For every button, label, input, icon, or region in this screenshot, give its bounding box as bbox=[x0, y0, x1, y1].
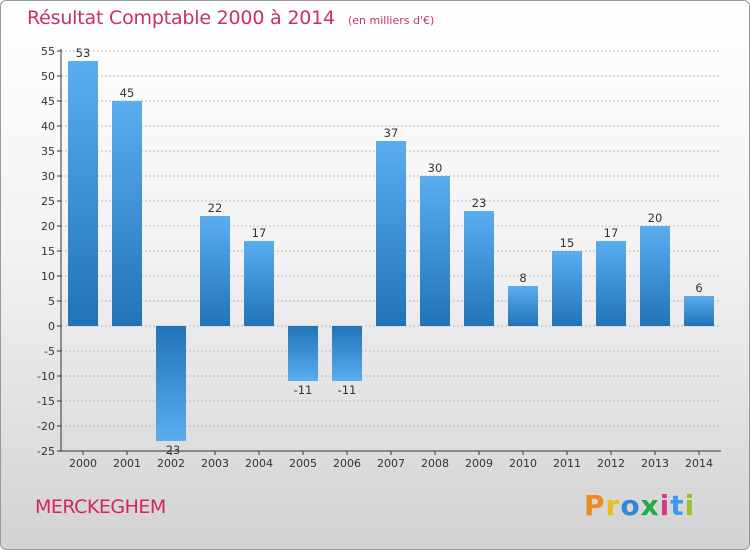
x-tick-label: 2011 bbox=[553, 457, 581, 470]
logo-letter: o bbox=[620, 489, 641, 522]
data-label: 30 bbox=[428, 161, 443, 175]
y-tick-label: 50 bbox=[41, 70, 55, 83]
y-tick-label: 35 bbox=[41, 145, 55, 158]
y-tick-label: 15 bbox=[41, 245, 55, 258]
x-tick-label: 2013 bbox=[641, 457, 669, 470]
data-label: 17 bbox=[604, 226, 619, 240]
logo-letter: i bbox=[659, 489, 671, 522]
bar bbox=[332, 326, 362, 381]
x-tick-label: 2001 bbox=[113, 457, 141, 470]
bar bbox=[684, 296, 714, 326]
logo-letter: P bbox=[584, 489, 606, 522]
logo-letter: t bbox=[670, 489, 685, 522]
data-label: 20 bbox=[648, 211, 663, 225]
bar bbox=[288, 326, 318, 381]
y-tick-label: 10 bbox=[41, 270, 55, 283]
bar bbox=[552, 251, 582, 326]
data-label: -23 bbox=[162, 443, 181, 457]
bar bbox=[112, 101, 142, 326]
bar bbox=[68, 61, 98, 326]
bar bbox=[420, 176, 450, 326]
bar bbox=[244, 241, 274, 326]
data-label: 45 bbox=[120, 86, 135, 100]
y-tick-label: 40 bbox=[41, 120, 55, 133]
x-tick-label: 2004 bbox=[245, 457, 273, 470]
town-name: MERCKEGHEM bbox=[35, 496, 166, 518]
x-tick-label: 2014 bbox=[685, 457, 713, 470]
y-tick-label: 30 bbox=[41, 170, 55, 183]
y-tick-label: 20 bbox=[41, 220, 55, 233]
y-tick-label: -10 bbox=[37, 370, 55, 383]
x-tick-label: 2010 bbox=[509, 457, 537, 470]
y-tick-label: 25 bbox=[41, 195, 55, 208]
y-tick-label: -25 bbox=[37, 445, 55, 458]
x-tick-label: 2012 bbox=[597, 457, 625, 470]
data-label: 37 bbox=[384, 126, 399, 140]
data-label: 23 bbox=[472, 196, 487, 210]
data-label: 22 bbox=[208, 201, 223, 215]
logo-letter: x bbox=[640, 489, 660, 522]
y-tick-label: -5 bbox=[44, 345, 55, 358]
bar bbox=[640, 226, 670, 326]
data-label: 15 bbox=[560, 236, 575, 250]
proxiti-logo: Proxiti bbox=[584, 489, 695, 522]
data-label: 8 bbox=[519, 271, 526, 285]
bar bbox=[464, 211, 494, 326]
x-tick-label: 2009 bbox=[465, 457, 493, 470]
x-tick-label: 2003 bbox=[201, 457, 229, 470]
y-tick-label: 5 bbox=[48, 295, 55, 308]
bar bbox=[200, 216, 230, 326]
chart-subtitle: (en milliers d'€) bbox=[347, 14, 435, 27]
bar bbox=[508, 286, 538, 326]
bar bbox=[156, 326, 186, 441]
x-tick-label: 2006 bbox=[333, 457, 361, 470]
data-label: 17 bbox=[252, 226, 267, 240]
data-label: -11 bbox=[338, 383, 357, 397]
bar bbox=[596, 241, 626, 326]
x-tick-label: 2000 bbox=[69, 457, 97, 470]
y-tick-label: 0 bbox=[48, 320, 55, 333]
x-tick-label: 2008 bbox=[421, 457, 449, 470]
y-tick-label: 55 bbox=[41, 45, 55, 58]
x-tick-label: 2005 bbox=[289, 457, 317, 470]
y-tick-label: -20 bbox=[37, 420, 55, 433]
chart-title: Résultat Comptable 2000 à 2014 bbox=[27, 7, 335, 29]
bar bbox=[376, 141, 406, 326]
y-tick-label: -15 bbox=[37, 395, 55, 408]
x-tick-label: 2002 bbox=[157, 457, 185, 470]
data-label: 6 bbox=[695, 281, 702, 295]
logo-letter: r bbox=[605, 489, 621, 522]
data-label: -11 bbox=[294, 383, 313, 397]
logo-letter: i bbox=[684, 489, 696, 522]
data-label: 53 bbox=[76, 46, 91, 60]
x-tick-label: 2007 bbox=[377, 457, 405, 470]
chart-title-row: Résultat Comptable 2000 à 2014 (en milli… bbox=[27, 7, 434, 29]
y-tick-label: 45 bbox=[41, 95, 55, 108]
